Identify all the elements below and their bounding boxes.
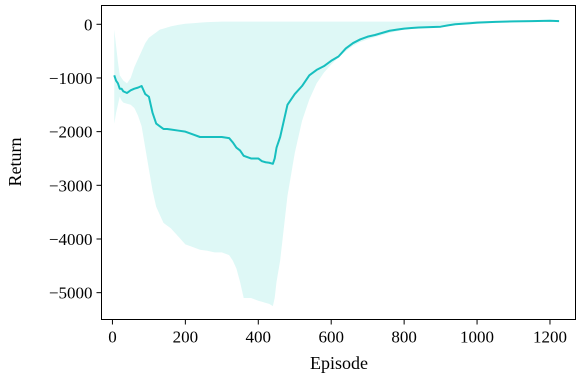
plot-area bbox=[113, 19, 560, 307]
x-tick-label: 600 bbox=[318, 328, 344, 347]
x-tick-label: 1000 bbox=[460, 328, 494, 347]
y-tick-label: −1000 bbox=[49, 69, 93, 88]
y-axis-ticks: 0 −1000 −2000 −3000 −4000 −5000 bbox=[49, 15, 102, 303]
x-axis-label: Episode bbox=[310, 353, 368, 373]
y-tick-label: −5000 bbox=[49, 284, 93, 303]
mean-return-line bbox=[113, 19, 560, 165]
x-axis-ticks: 0 200 400 600 800 1000 1200 bbox=[108, 319, 567, 347]
y-tick-label: −4000 bbox=[49, 230, 93, 249]
x-tick-label: 400 bbox=[246, 328, 272, 347]
y-tick-label: −2000 bbox=[49, 123, 93, 142]
y-tick-label: −3000 bbox=[49, 176, 93, 195]
y-axis-label: Return bbox=[5, 138, 25, 187]
plot-frame bbox=[101, 5, 576, 320]
x-tick-label: 800 bbox=[391, 328, 417, 347]
x-tick-label: 1200 bbox=[533, 328, 567, 347]
confidence-band bbox=[114, 20, 560, 307]
x-tick-label: 0 bbox=[108, 328, 117, 347]
y-tick-label: 0 bbox=[84, 15, 93, 34]
x-tick-label: 200 bbox=[173, 328, 199, 347]
